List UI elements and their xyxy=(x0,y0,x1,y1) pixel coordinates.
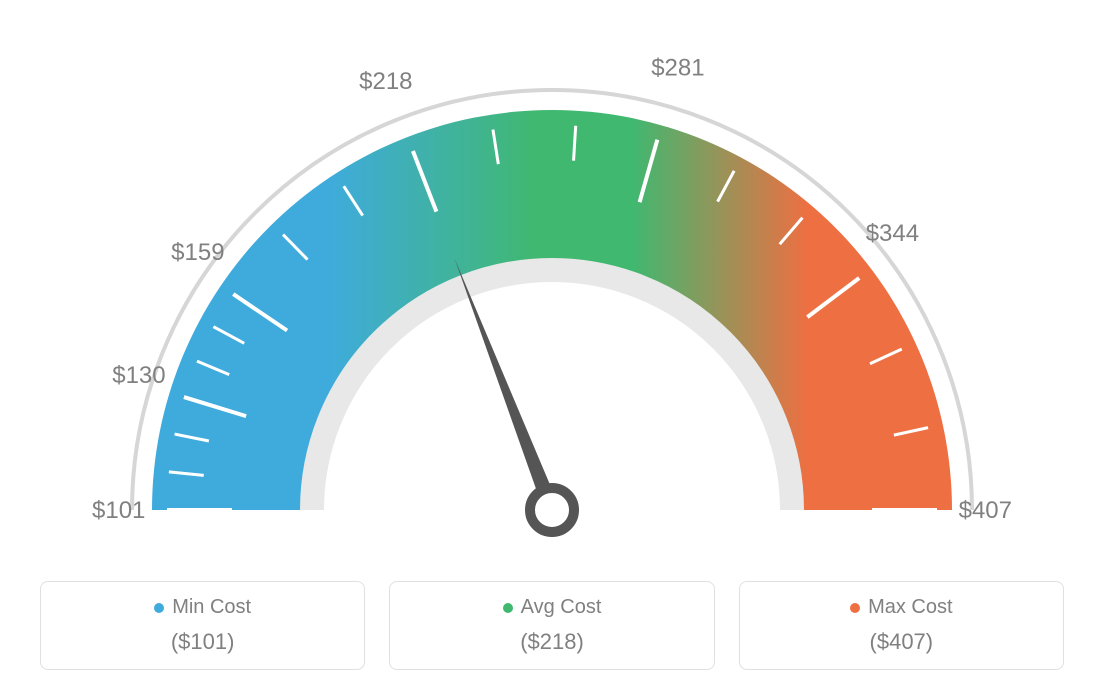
max-cost-card: Max Cost ($407) xyxy=(739,581,1064,670)
avg-cost-card: Avg Cost ($218) xyxy=(389,581,714,670)
gauge-tick-label: $344 xyxy=(866,220,919,247)
min-cost-label-row: Min Cost xyxy=(154,596,251,619)
gauge-tick-label: $281 xyxy=(651,55,704,82)
gauge-tick-label: $218 xyxy=(359,68,412,95)
gauge-tick-label: $101 xyxy=(92,497,145,524)
min-cost-label: Min Cost xyxy=(172,596,251,619)
avg-cost-value: ($218) xyxy=(390,629,713,655)
avg-cost-label: Avg Cost xyxy=(521,596,602,619)
gauge-area: $101 $130 $159 $218 $281 $344 $407 xyxy=(0,10,1104,570)
gauge-tick-label: $130 xyxy=(112,362,165,389)
gauge-needle-hub xyxy=(530,488,574,532)
avg-cost-label-row: Avg Cost xyxy=(503,596,602,619)
summary-cards: Min Cost ($101) Avg Cost ($218) Max Cost… xyxy=(40,581,1064,670)
min-dot-icon xyxy=(154,603,164,613)
gauge-needle xyxy=(454,258,559,513)
avg-dot-icon xyxy=(503,603,513,613)
min-cost-value: ($101) xyxy=(41,629,364,655)
max-cost-label: Max Cost xyxy=(868,596,952,619)
min-cost-card: Min Cost ($101) xyxy=(40,581,365,670)
cost-gauge-widget: $101 $130 $159 $218 $281 $344 $407 Min Cost ($… xyxy=(0,0,1104,690)
max-cost-value: ($407) xyxy=(740,629,1063,655)
max-cost-label-row: Max Cost xyxy=(850,596,952,619)
gauge-tick-label: $159 xyxy=(171,239,224,266)
gauge-tick-label: $407 xyxy=(959,497,1012,524)
max-dot-icon xyxy=(850,603,860,613)
gauge-svg: $101 $130 $159 $218 $281 $344 $407 xyxy=(22,10,1082,570)
